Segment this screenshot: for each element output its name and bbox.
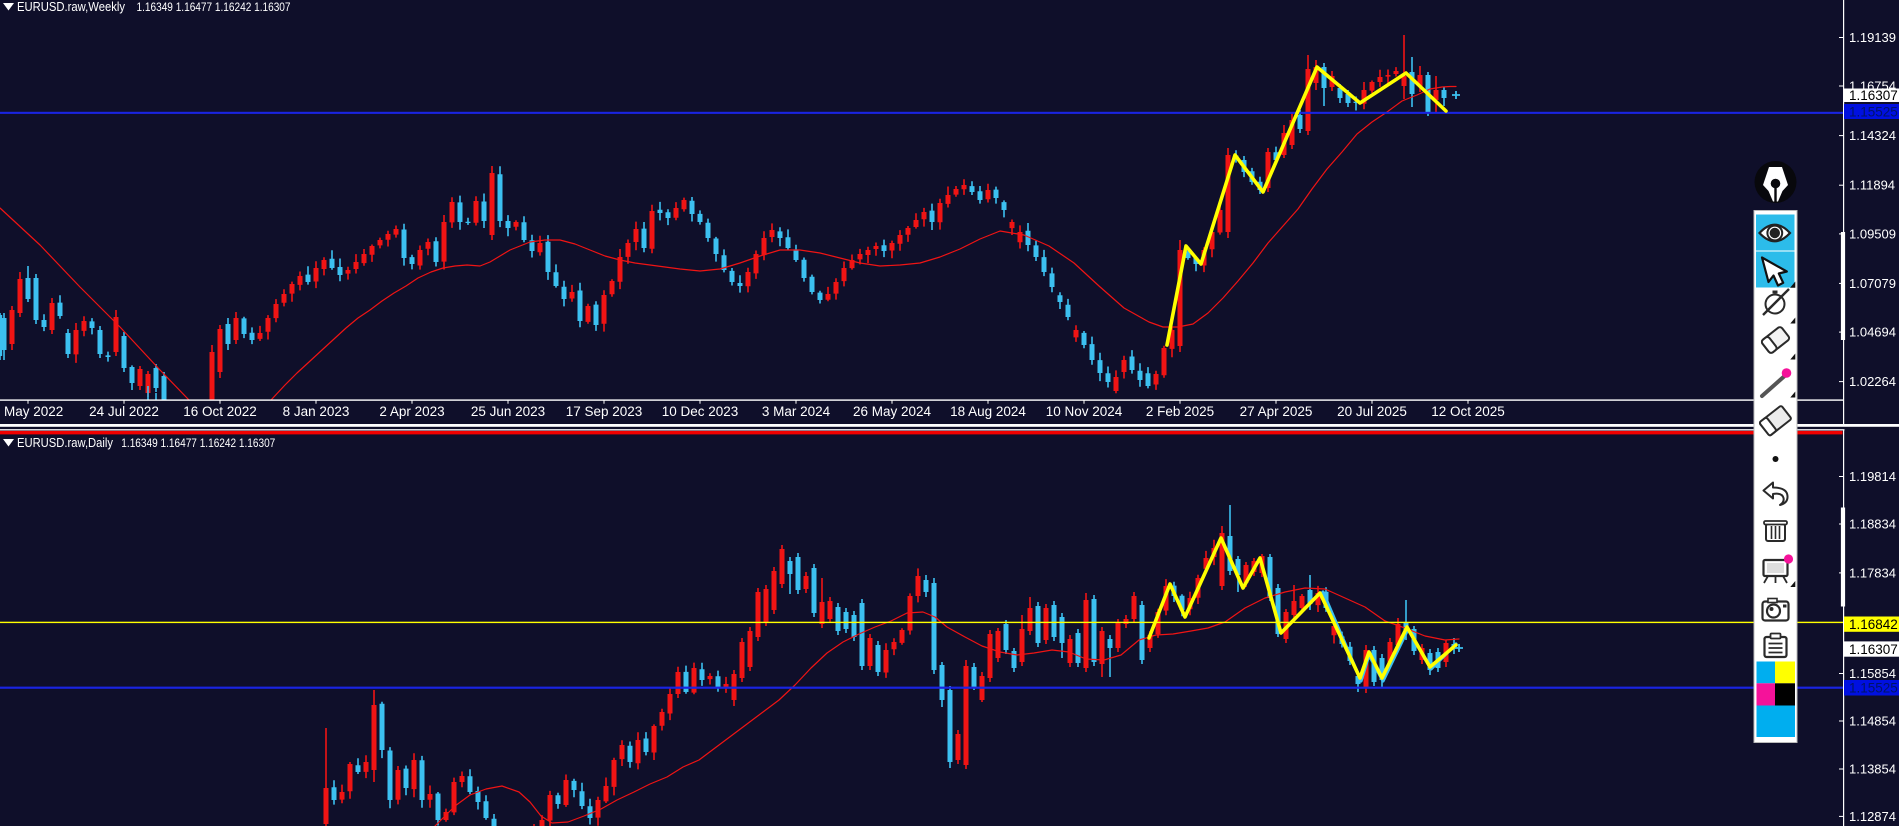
svg-text:1.17834: 1.17834 <box>1849 565 1896 580</box>
svg-text:1.16307: 1.16307 <box>1849 642 1898 657</box>
svg-text:1.16349 1.16477 1.16242 1.1630: 1.16349 1.16477 1.16242 1.16307 <box>121 436 275 450</box>
svg-text:27 Apr 2025: 27 Apr 2025 <box>1240 404 1313 419</box>
svg-text:1.02264: 1.02264 <box>1849 374 1896 389</box>
svg-text:1.16842: 1.16842 <box>1849 617 1898 632</box>
svg-text:1.09509: 1.09509 <box>1849 226 1896 241</box>
svg-text:26 May 2024: 26 May 2024 <box>853 404 932 419</box>
svg-text:1.07079: 1.07079 <box>1849 276 1896 291</box>
svg-text:3 Mar 2024: 3 Mar 2024 <box>762 404 831 419</box>
svg-text:25 Jun 2023: 25 Jun 2023 <box>471 404 545 419</box>
svg-text:1.19139: 1.19139 <box>1849 30 1896 45</box>
svg-text:1.16349 1.16477 1.16242 1.1630: 1.16349 1.16477 1.16242 1.16307 <box>137 0 291 14</box>
svg-text:EURUSD.raw,Weekly: EURUSD.raw,Weekly <box>17 0 126 14</box>
svg-text:2 Apr 2023: 2 Apr 2023 <box>379 404 444 419</box>
svg-text:1.15525: 1.15525 <box>1849 104 1898 119</box>
svg-text:1.12874: 1.12874 <box>1849 809 1896 824</box>
svg-text:1.15525: 1.15525 <box>1849 681 1898 696</box>
svg-text:16 Oct 2022: 16 Oct 2022 <box>183 404 257 419</box>
svg-text:20 Jul 2025: 20 Jul 2025 <box>1337 404 1407 419</box>
svg-text:1.13854: 1.13854 <box>1849 762 1896 777</box>
svg-text:17 Sep 2023: 17 Sep 2023 <box>566 404 643 419</box>
svg-text:EURUSD.raw,Daily: EURUSD.raw,Daily <box>17 435 114 450</box>
svg-text:1 May 2022: 1 May 2022 <box>0 404 63 419</box>
svg-text:1.19814: 1.19814 <box>1849 469 1896 484</box>
svg-text:1.04694: 1.04694 <box>1849 325 1896 340</box>
svg-text:1.18834: 1.18834 <box>1849 517 1896 532</box>
svg-text:2 Feb 2025: 2 Feb 2025 <box>1146 404 1214 419</box>
svg-text:1.14854: 1.14854 <box>1849 714 1896 729</box>
svg-text:8 Jan 2023: 8 Jan 2023 <box>283 404 350 419</box>
svg-text:1.14324: 1.14324 <box>1849 128 1896 143</box>
svg-text:10 Dec 2023: 10 Dec 2023 <box>662 404 739 419</box>
svg-text:1.11894: 1.11894 <box>1849 178 1895 193</box>
svg-text:24 Jul 2022: 24 Jul 2022 <box>89 404 159 419</box>
svg-text:10 Nov 2024: 10 Nov 2024 <box>1046 404 1123 419</box>
svg-text:12 Oct 2025: 12 Oct 2025 <box>1431 404 1505 419</box>
svg-text:18 Aug 2024: 18 Aug 2024 <box>950 404 1026 419</box>
svg-text:1.16307: 1.16307 <box>1849 88 1898 103</box>
svg-text:1.15854: 1.15854 <box>1849 666 1896 681</box>
